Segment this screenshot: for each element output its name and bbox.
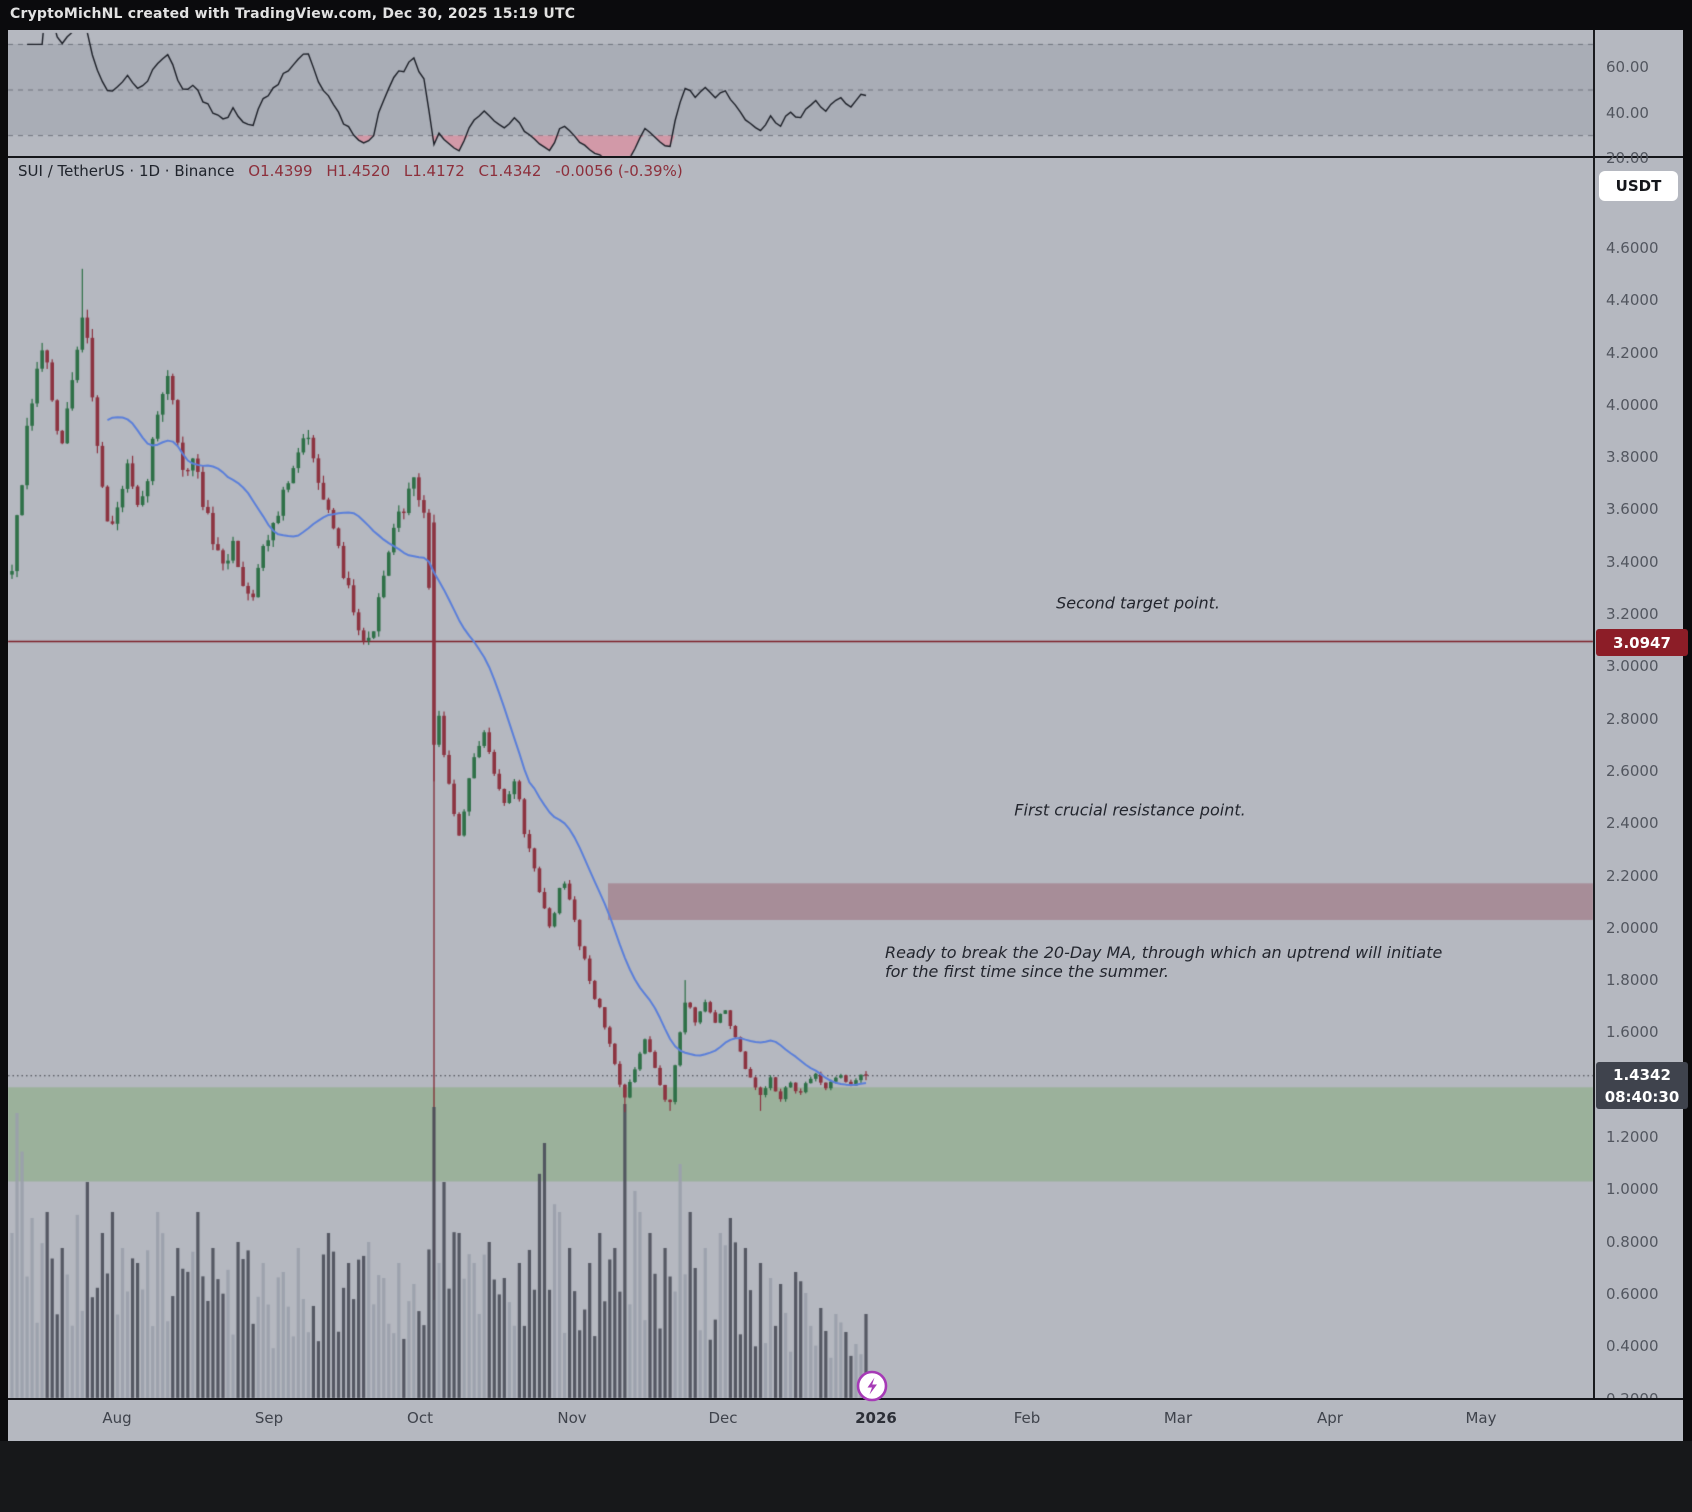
time-axis-label: May (1465, 1409, 1497, 1427)
attribution-text: CryptoMichNL created with TradingView.co… (10, 6, 576, 22)
ohlc-high: H1.4520 (326, 162, 391, 180)
price-axis-label: 3.0000 (1606, 657, 1659, 676)
price-axis-label: 3.8000 (1606, 448, 1659, 467)
price-axis-label: 2.4000 (1606, 814, 1659, 833)
ohlc-open: O1.4399 (248, 162, 313, 180)
time-axis-label: Dec (708, 1409, 738, 1427)
price-axis-label: 1.6000 (1606, 1023, 1659, 1042)
ohlc-close: C1.4342 (478, 162, 542, 180)
price-axis-label: 4.2000 (1606, 343, 1659, 362)
ohlc-low: L1.4172 (403, 162, 465, 180)
price-axis-label: 3.4000 (1606, 552, 1659, 571)
rsi-axis-label: 40.00 (1606, 103, 1649, 122)
last-price-label[interactable]: 1.4342 08:40:30 (1596, 1062, 1688, 1109)
price-axis-label: 3.2000 (1606, 605, 1659, 623)
price-axis-label: 1.2000 (1606, 1128, 1659, 1146)
price-axis-label: 1.0000 (1606, 1180, 1659, 1199)
flash-badge[interactable] (855, 1369, 889, 1403)
lightning-icon (856, 1370, 888, 1402)
price-axis-label: 0.4000 (1606, 1337, 1659, 1356)
time-axis-label: Feb (1013, 1409, 1041, 1427)
price-axis-label: 2.2000 (1606, 866, 1659, 885)
currency-toggle-button[interactable]: USDT (1599, 171, 1678, 201)
time-axis-label: Sep (254, 1409, 284, 1427)
time-axis-label: Oct (407, 1409, 433, 1427)
price-axis-label: 0.8000 (1606, 1232, 1659, 1251)
ohlc-change: -0.0056 (-0.39%) (555, 162, 683, 180)
attribution-bar: CryptoMichNL created with TradingView.co… (0, 0, 1692, 30)
price-axis-label: 2.0000 (1606, 918, 1659, 937)
time-axis-label: Nov (557, 1409, 587, 1427)
time-axis-label: 2026 (855, 1409, 897, 1427)
left-margin (0, 30, 8, 1441)
price-axis-label: 4.4000 (1606, 291, 1659, 310)
price-axis-border (1593, 30, 1595, 1441)
rsi-axis-label: 60.00 (1606, 58, 1649, 77)
price-axis-label: 4.0000 (1606, 395, 1659, 414)
price-axis-label: 1.8000 (1606, 971, 1659, 990)
symbol-title[interactable]: SUI / TetherUS · 1D · Binance (18, 162, 235, 180)
price-axis-label: 2.8000 (1606, 709, 1659, 728)
footer-bar: TradingView (0, 1441, 1692, 1512)
bar-countdown: 08:40:30 (1604, 1087, 1680, 1106)
rsi-axis-label: 20.00 (1606, 149, 1649, 168)
symbol-info-line[interactable]: SUI / TetherUS · 1D · Binance O1.4399 H1… (18, 162, 683, 180)
time-axis-label: Aug (102, 1409, 132, 1427)
right-margin (1683, 30, 1692, 1441)
annotation-text[interactable]: Second target point. (1056, 593, 1220, 613)
time-axis-label: Mar (1163, 1409, 1193, 1427)
target-price-value: 3.0947 (1613, 633, 1671, 652)
annotation-text[interactable]: Ready to break the 20-Day MA, through wh… (885, 943, 1443, 981)
price-axis-label: 2.6000 (1606, 761, 1659, 780)
price-axis-label: 0.6000 (1606, 1284, 1659, 1303)
price-axis-label: 3.6000 (1606, 500, 1659, 519)
rsi-pane-separator[interactable] (8, 156, 1683, 158)
time-axis[interactable]: Aug Sep Oct Nov Dec 2026 Feb Mar Apr May (8, 1400, 1683, 1441)
time-axis-border (8, 1398, 1683, 1400)
price-axis-label: 4.6000 (1606, 238, 1659, 257)
last-price-value: 1.4342 (1613, 1065, 1671, 1084)
annotation-text[interactable]: First crucial resistance point. (1014, 800, 1246, 820)
time-axis-label: Apr (1317, 1409, 1343, 1427)
target-price-label[interactable]: 3.0947 (1596, 629, 1688, 656)
